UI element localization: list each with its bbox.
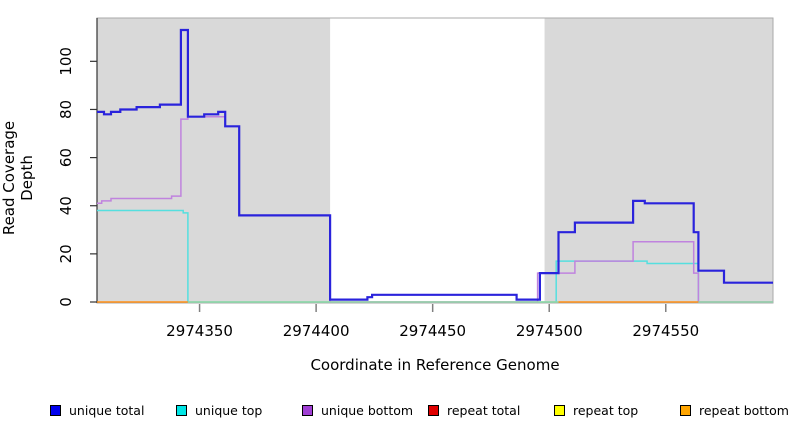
legend-swatch-icon xyxy=(50,404,61,416)
legend-swatch-icon xyxy=(428,404,439,416)
y-axis-title: Read Coverage Depth xyxy=(0,120,36,236)
y-tick-label: 0 xyxy=(57,297,75,307)
legend-label: repeat bottom xyxy=(699,402,789,418)
legend-item-unique-bottom: unique bottom xyxy=(302,401,413,419)
x-tick-label: 2974500 xyxy=(516,322,583,340)
legend-label: unique top xyxy=(195,402,263,418)
x-axis-title: Coordinate in Reference Genome xyxy=(310,356,560,374)
legend-label: repeat top xyxy=(573,402,639,418)
shaded-region xyxy=(97,18,331,303)
y-tick-label: 100 xyxy=(57,47,75,76)
legend-item-unique-top: unique top xyxy=(176,401,262,419)
x-tick-label: 2974400 xyxy=(283,322,350,340)
legend-swatch-icon xyxy=(554,404,565,416)
series-unique-total-line xyxy=(97,28,773,301)
legend-item-repeat-top: repeat top xyxy=(554,401,638,419)
y-tick-label: 20 xyxy=(57,244,75,263)
y-tick-label: 80 xyxy=(57,100,75,119)
legend-label: repeat total xyxy=(447,402,521,418)
legend-item-repeat-bottom: repeat bottom xyxy=(680,401,789,419)
shaded-region xyxy=(544,18,773,303)
plot-area: 2974350 2974400 2974450 2974500 2974550 0 20 40… xyxy=(57,17,774,340)
x-tick-label: 2974550 xyxy=(632,322,699,340)
legend-swatch-icon xyxy=(176,404,187,416)
legend-label: unique total xyxy=(69,402,145,418)
legend: unique total unique top unique bottom repea… xyxy=(0,401,792,423)
legend-label: unique bottom xyxy=(321,402,414,418)
legend-item-repeat-total: repeat total xyxy=(428,401,520,419)
x-tick-label: 2974450 xyxy=(399,322,466,340)
y-tick-label: 60 xyxy=(57,148,75,167)
legend-item-unique-total: unique total xyxy=(50,401,144,419)
y-tick-label: 40 xyxy=(57,196,75,215)
legend-swatch-icon xyxy=(680,404,691,416)
x-tick-label: 2974350 xyxy=(166,322,233,340)
legend-swatch-icon xyxy=(302,404,313,416)
